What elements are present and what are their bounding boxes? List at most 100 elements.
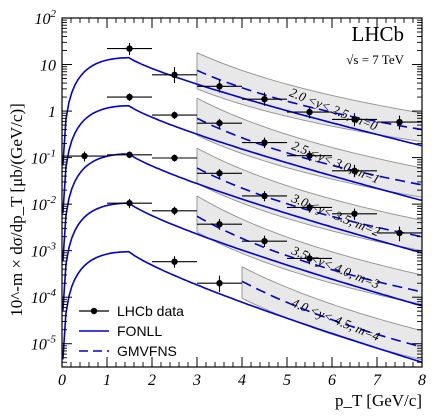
x-tick-label: 1 [103, 372, 111, 389]
data-marker [126, 151, 133, 158]
band-upper-edge-2 [196, 147, 423, 221]
data-marker [306, 255, 313, 262]
energy-label: √s = 7 TeV [346, 52, 404, 67]
legend-entry-data: LHCb data [79, 303, 184, 319]
y-tick-label: 102 [35, 8, 57, 28]
band-upper-edge-1 [196, 97, 423, 169]
data-marker [261, 139, 268, 146]
data-marker [306, 108, 313, 116]
data-marker [126, 199, 133, 207]
data-point [197, 168, 242, 179]
legend: LHCb data FONLL GMVFNS [79, 303, 184, 359]
band-upper-edge-4 [241, 266, 423, 332]
theory-band-3 [197, 195, 422, 305]
data-point [152, 154, 197, 162]
legend-label-fonll: FONLL [117, 323, 162, 339]
x-tick-label: 3 [192, 372, 201, 389]
legend-entry-fonll: FONLL [79, 323, 162, 339]
gmvfns-curve-4 [241, 280, 423, 348]
data-marker [396, 118, 403, 126]
data-marker [351, 116, 358, 123]
data-marker [216, 279, 223, 287]
x-tick-label: 0 [58, 372, 66, 389]
data-marker [171, 111, 178, 119]
x-axis-title: p_T [GeV/c] [335, 391, 422, 410]
data-point [332, 208, 377, 220]
data-marker [171, 71, 178, 79]
fonll-curve-2 [62, 153, 423, 262]
x-tick-label: 4 [238, 372, 246, 389]
data-marker [171, 207, 178, 214]
data-marker [171, 258, 178, 265]
data-point [242, 92, 287, 106]
y-tick-label: 10-3 [31, 241, 57, 261]
data-point [107, 93, 152, 101]
data-marker [171, 154, 178, 162]
data-marker [216, 119, 223, 127]
data-point [152, 67, 197, 84]
data-marker [351, 210, 358, 217]
data-marker [306, 152, 313, 159]
fonll-curve-4 [62, 250, 423, 364]
band-upper-edge-3 [196, 195, 423, 276]
data-point [197, 118, 242, 129]
data-point [62, 151, 107, 162]
y-axis-title: 10^-m × dσ/dp_T [μb/(GeV/c)] [7, 103, 26, 317]
data-point [287, 106, 332, 119]
experiment-label: LHCb [352, 22, 405, 46]
x-tick-label: 7 [373, 372, 382, 389]
data-marker [261, 192, 268, 200]
fonll-curve-0 [62, 56, 423, 166]
data-marker [261, 95, 268, 103]
data-marker [216, 221, 223, 228]
data-point [107, 43, 152, 56]
y-tick-label: 10 [40, 58, 56, 75]
data-point [332, 113, 377, 127]
data-point [242, 191, 287, 202]
data-point [107, 198, 152, 209]
data-point [197, 218, 242, 230]
y-tick-label: 10-1 [31, 148, 56, 168]
data-point [107, 151, 152, 159]
data-marker [396, 229, 403, 237]
data-point [287, 150, 332, 161]
plot-frame [61, 17, 423, 368]
band-lower-edge-3 [196, 231, 423, 305]
y-tick-labels: 10-5 10-4 10-3 10-2 10-1 1 10 102 [31, 8, 57, 354]
gmvfns-curve-3 [196, 215, 423, 293]
legend-label-data: LHCb data [117, 303, 184, 319]
data-marker [216, 83, 223, 90]
data-marker [351, 167, 358, 175]
fonll-curve-1 [62, 105, 423, 214]
y-tick-label: 10-2 [31, 194, 57, 214]
data-point [242, 137, 287, 149]
y-tick-label: 10-5 [31, 334, 57, 354]
data-point [287, 202, 332, 213]
data-marker [81, 152, 88, 160]
data-point [197, 275, 242, 292]
x-axis-label: p_T [GeV/c] [335, 391, 422, 410]
x-tick-label: 2 [148, 372, 156, 389]
data-point [377, 226, 422, 242]
band-lower-edge-2 [196, 182, 423, 252]
data-points [62, 43, 422, 292]
data-point [152, 206, 197, 216]
x-tick-labels: 0 1 2 3 4 5 6 7 8 [58, 372, 426, 389]
data-marker [126, 45, 133, 52]
data-point [152, 256, 197, 268]
y-tick-label: 1 [48, 104, 56, 121]
data-marker [306, 204, 313, 211]
data-point [332, 164, 377, 178]
data-point [197, 80, 242, 93]
y-tick-label: 10-4 [31, 287, 57, 307]
data-marker [261, 237, 268, 245]
data-marker [216, 170, 223, 177]
x-tick-label: 6 [328, 372, 336, 389]
data-point [287, 253, 332, 265]
y-axis-label: 10^-m × dσ/dp_T [μb/(GeV/c)] [7, 103, 26, 317]
data-point [152, 111, 197, 119]
legend-label-gmvfns: GMVFNS [117, 343, 177, 359]
theory-band-4 [242, 266, 422, 360]
x-tick-label: 5 [283, 372, 291, 389]
